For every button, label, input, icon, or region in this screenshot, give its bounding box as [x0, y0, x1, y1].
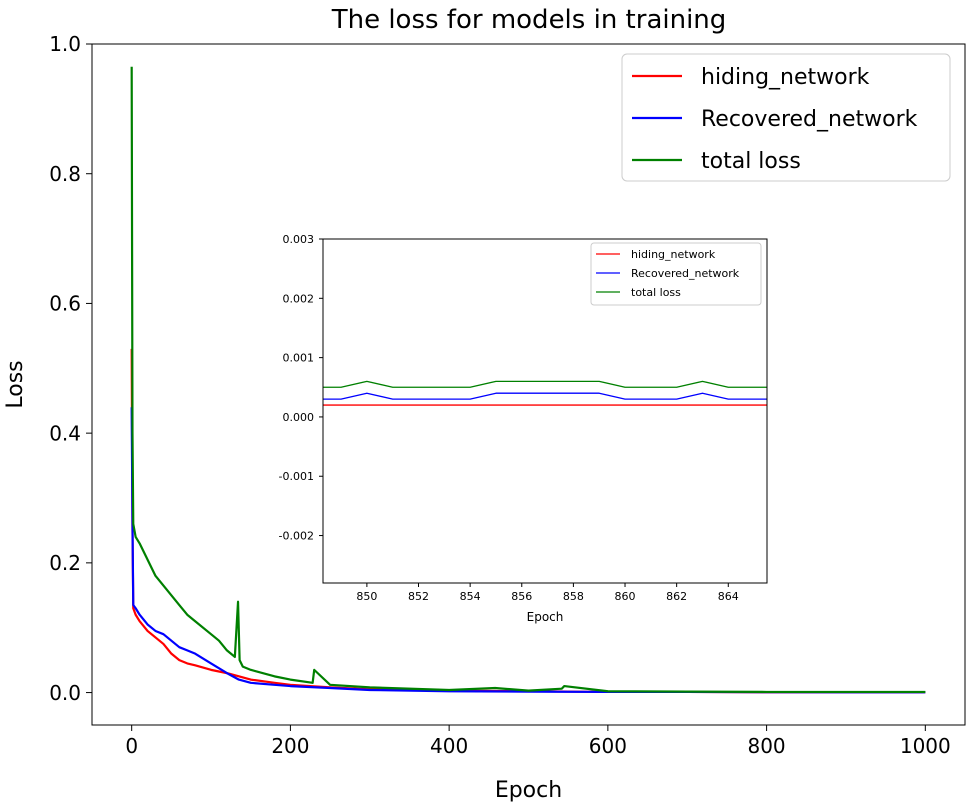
inset-series-group — [323, 380, 767, 406]
inset-x-tick-label-0: 850 — [356, 590, 377, 603]
main-legend-box — [621, 53, 951, 182]
main-y-tick-label-2: 0.4 — [49, 421, 81, 445]
inset-plot: 850 852 854 856 858 860 862 864 -0.002 -0.001 0.00… — [279, 233, 768, 624]
main-x-axis-label: Epoch — [495, 778, 562, 803]
main-series-group — [130, 66, 926, 694]
inset-y-tick-label-4: 0.002 — [283, 292, 315, 305]
inset-x-tick-label-4: 858 — [563, 590, 584, 603]
main-x-tick-label-4: 800 — [747, 734, 785, 758]
inset-y-tick-label-0: -0.002 — [279, 530, 314, 543]
main-plot: 0 200 400 600 800 1000 0.0 0.2 0.4 0.6 0.8 1.0 Epoch… — [3, 32, 966, 803]
main-x-tick-label-0: 0 — [125, 734, 138, 758]
main-y-axis-label: Loss — [3, 360, 28, 408]
inset-x-tick-label-7: 864 — [718, 590, 739, 603]
main-series-line-1 — [130, 407, 926, 694]
inset-x-tick-label-2: 854 — [460, 590, 481, 603]
main-legend-label-2: total loss — [701, 149, 801, 174]
main-y-tick-label-4: 0.8 — [49, 162, 81, 186]
inset-y-tick-label-2: 0.000 — [283, 411, 315, 424]
inset-legend-label-2: total loss — [631, 286, 681, 299]
main-legend-label-1: Recovered_network — [701, 107, 918, 132]
inset-x-axis-label: Epoch — [527, 610, 564, 624]
main-x-tick-label-1: 200 — [271, 734, 309, 758]
main-legend-label-0: hiding_network — [701, 65, 870, 90]
inset-x-tick-label-1: 852 — [408, 590, 429, 603]
main-y-tick-label-5: 1.0 — [49, 32, 81, 56]
inset-x-tick-label-3: 856 — [511, 590, 532, 603]
inset-axes-frame — [322, 238, 768, 584]
inset-legend-label-1: Recovered_network — [631, 267, 740, 280]
main-x-tick-label-2: 400 — [430, 734, 468, 758]
main-y-tick-label-3: 0.6 — [49, 292, 81, 316]
inset-legend-label-0: hiding_network — [631, 248, 716, 261]
main-series-line-2 — [130, 66, 926, 694]
main-y-tick-label-0: 0.0 — [49, 681, 81, 705]
inset-y-tick-label-1: -0.001 — [279, 470, 314, 483]
main-y-tick-label-1: 0.2 — [49, 551, 81, 575]
inset-legend-box — [590, 242, 762, 306]
inset-series-line-2 — [323, 380, 767, 388]
inset-x-tick-label-6: 862 — [666, 590, 687, 603]
main-x-tick-label-3: 600 — [589, 734, 627, 758]
chart-title: The loss for models in training — [331, 5, 727, 35]
main-x-tick-label-5: 1000 — [900, 734, 951, 758]
inset-y-tick-label-3: 0.001 — [283, 352, 315, 365]
main-axes-frame — [91, 43, 966, 726]
inset-series-line-1 — [323, 392, 767, 400]
inset-y-tick-label-5: 0.003 — [283, 233, 315, 246]
inset-x-tick-label-5: 860 — [615, 590, 636, 603]
